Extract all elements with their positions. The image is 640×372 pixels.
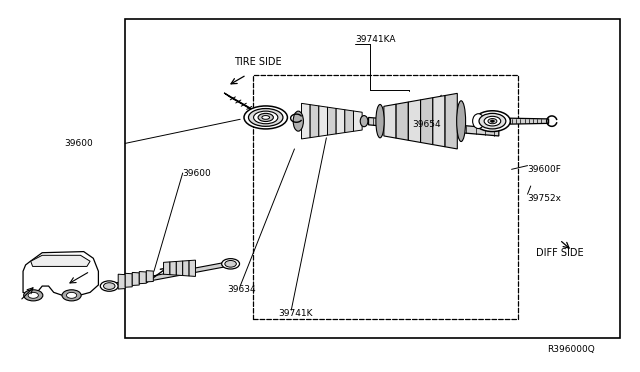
Text: 39600: 39600 [182,169,211,177]
Ellipse shape [225,260,236,267]
Polygon shape [118,274,125,289]
Ellipse shape [62,290,81,301]
Polygon shape [111,262,229,288]
Ellipse shape [258,113,273,122]
Polygon shape [336,108,345,134]
Polygon shape [176,261,182,276]
Ellipse shape [474,111,510,132]
Polygon shape [23,251,99,296]
Text: 39741K: 39741K [278,310,313,318]
Polygon shape [328,107,336,135]
Polygon shape [445,93,458,149]
Ellipse shape [262,116,269,119]
Polygon shape [408,100,420,142]
Ellipse shape [490,120,494,122]
Text: 39600F: 39600F [527,165,561,174]
Text: 39752x: 39752x [527,195,561,203]
Bar [125,19,620,338]
Ellipse shape [248,109,283,126]
Text: 39654: 39654 [413,121,441,129]
Polygon shape [396,102,408,140]
Polygon shape [182,260,189,276]
Polygon shape [345,110,353,132]
Ellipse shape [104,283,115,289]
Polygon shape [369,118,499,136]
Polygon shape [301,103,310,139]
Text: TIRE SIDE: TIRE SIDE [234,57,282,67]
Ellipse shape [28,292,38,298]
Ellipse shape [293,111,303,131]
Text: DIFF SIDE: DIFF SIDE [536,248,583,258]
Ellipse shape [457,101,466,141]
Polygon shape [147,271,154,282]
Polygon shape [140,272,147,284]
Ellipse shape [472,114,484,129]
Polygon shape [132,272,140,285]
Polygon shape [224,93,269,120]
Ellipse shape [244,106,287,129]
Polygon shape [125,273,132,287]
Polygon shape [170,262,176,275]
Ellipse shape [67,292,77,298]
Polygon shape [353,111,362,131]
Ellipse shape [253,111,278,124]
Ellipse shape [24,290,43,301]
Polygon shape [510,118,548,124]
Ellipse shape [479,113,506,129]
Polygon shape [310,105,319,138]
Polygon shape [433,96,445,147]
Ellipse shape [221,259,239,269]
Ellipse shape [484,116,500,126]
Polygon shape [189,260,195,276]
Polygon shape [164,262,170,275]
Text: 39741KA: 39741KA [355,35,396,44]
Text: 39634: 39634 [227,285,256,294]
Ellipse shape [488,119,497,124]
Ellipse shape [376,105,384,138]
Polygon shape [384,104,396,138]
Polygon shape [420,98,433,145]
Text: R396000Q: R396000Q [547,344,595,353]
Polygon shape [319,106,328,137]
Text: 39600: 39600 [65,139,93,148]
Ellipse shape [100,281,118,291]
Ellipse shape [360,116,368,127]
Polygon shape [31,255,90,266]
